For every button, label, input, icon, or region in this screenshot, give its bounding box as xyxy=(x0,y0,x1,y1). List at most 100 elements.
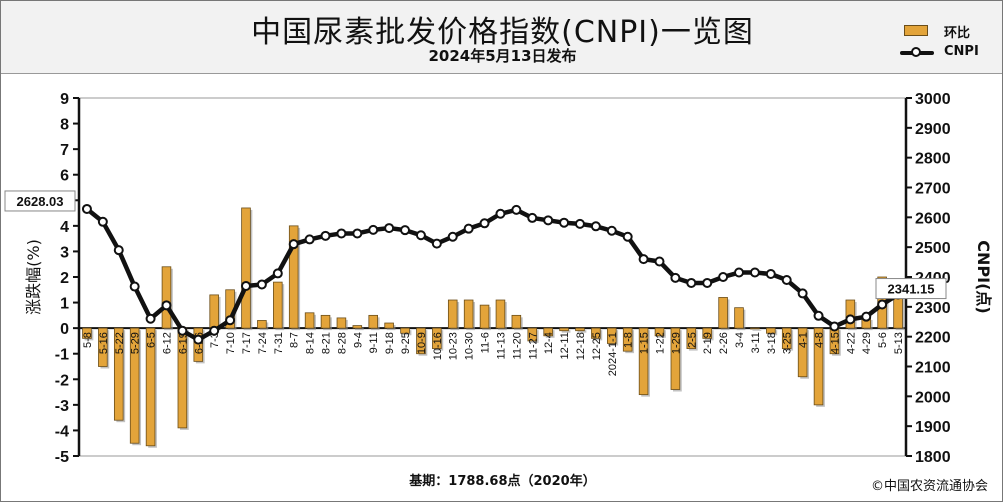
category-label: 3-25 xyxy=(782,332,794,354)
bar xyxy=(845,299,856,329)
category-label: 2-5 xyxy=(686,332,698,348)
cnpi-point xyxy=(225,315,236,326)
bar xyxy=(479,304,490,329)
bar xyxy=(82,327,92,339)
category-label: 5-22 xyxy=(114,332,126,354)
category-label: 1-15 xyxy=(639,332,651,354)
cnpi-point xyxy=(511,204,522,215)
cnpi-point xyxy=(861,311,872,322)
bar xyxy=(559,327,569,332)
cnpi-point xyxy=(495,208,506,219)
category-label: 2024-1-1 xyxy=(607,332,619,376)
category-label: 7-17 xyxy=(241,332,253,354)
cnpi-point xyxy=(240,280,251,291)
category-label: 10-16 xyxy=(432,332,444,360)
bar xyxy=(257,320,267,329)
cnpi-point xyxy=(272,268,283,279)
cnpi-point xyxy=(813,310,824,321)
category-label: 1-8 xyxy=(623,332,635,348)
cnpi-point xyxy=(415,230,426,241)
left-tick-label: 7 xyxy=(60,142,69,159)
bar xyxy=(145,327,156,447)
cnpi-line xyxy=(84,206,901,342)
bar xyxy=(209,294,219,329)
bar xyxy=(320,314,331,329)
cnpi-point xyxy=(638,254,649,265)
category-label: 4-1 xyxy=(798,332,810,348)
bar xyxy=(352,325,363,329)
cnpi-point xyxy=(877,299,888,310)
cnpi-point xyxy=(463,223,474,234)
bar xyxy=(638,327,649,396)
cnpi-point xyxy=(129,281,140,292)
left-tick-label: 4 xyxy=(60,219,69,236)
right-tick-label: 2800 xyxy=(915,151,951,168)
bar xyxy=(527,327,538,342)
category-label: 2-26 xyxy=(718,332,730,354)
category-label: 8-7 xyxy=(289,332,301,348)
cnpi-point xyxy=(749,267,760,278)
category-label: 4-8 xyxy=(814,332,826,348)
right-tick-label: 2000 xyxy=(915,389,951,406)
cnpi-point xyxy=(559,217,570,228)
bar xyxy=(591,327,601,339)
category-label: 4-15 xyxy=(829,332,841,354)
cnpi-point xyxy=(161,300,172,311)
category-label: 10-9 xyxy=(416,332,428,354)
right-tick-label: 2700 xyxy=(915,181,951,198)
cnpi-point xyxy=(797,288,808,299)
cnpi-point xyxy=(765,269,776,280)
category-label: 9-11 xyxy=(368,332,380,353)
cnpi-point xyxy=(384,223,395,234)
cnpi-point xyxy=(177,325,188,336)
legend: 环比 CNPI xyxy=(898,19,990,65)
bar xyxy=(113,327,124,421)
bar xyxy=(750,327,760,330)
bar xyxy=(718,297,728,329)
left-tick-label: 8 xyxy=(60,117,69,134)
bar-shadow xyxy=(354,327,364,331)
bar xyxy=(575,327,585,332)
cnpi-point xyxy=(304,234,315,245)
category-label: 3-4 xyxy=(734,332,746,348)
category-label: 10-30 xyxy=(464,332,476,360)
bar xyxy=(893,294,903,329)
cnpi-point xyxy=(781,274,792,285)
category-label: 8-14 xyxy=(305,332,317,354)
cnpi-point xyxy=(829,321,840,332)
left-tick-label: 3 xyxy=(60,244,69,261)
bar xyxy=(241,207,251,329)
cnpi-point xyxy=(622,231,633,242)
category-label: 1-22 xyxy=(654,332,666,354)
left-tick-label: -2 xyxy=(55,372,69,389)
left-tick-label: -3 xyxy=(55,398,69,415)
category-label: 5-13 xyxy=(893,332,905,354)
right-tick-label: 3000 xyxy=(915,91,951,108)
category-label: 4-22 xyxy=(845,332,857,354)
bar xyxy=(607,327,617,344)
left-axis-title: 涨跌幅(%) xyxy=(24,239,43,315)
chart-subtitle: 2024年5月13日发布 xyxy=(428,47,577,65)
bar xyxy=(797,327,808,378)
left-tick-label: 1 xyxy=(60,296,69,313)
right-tick-label: 1800 xyxy=(915,449,951,466)
chart-plot: -5-4-3-2-1012345678918001900200021002200… xyxy=(4,91,993,466)
left-tick-label: -4 xyxy=(55,423,69,440)
cnpi-point xyxy=(400,225,411,236)
left-tick-label: 2 xyxy=(60,270,69,287)
category-label: 6-12 xyxy=(161,332,173,354)
cnpi-point xyxy=(654,256,665,267)
cnpi-point xyxy=(288,239,299,250)
category-label: 5-6 xyxy=(877,332,889,348)
category-label: 7-10 xyxy=(225,332,237,354)
bar xyxy=(734,307,744,329)
left-tick-label: 6 xyxy=(60,168,69,185)
bar xyxy=(511,314,522,329)
category-label: 11-6 xyxy=(480,332,492,353)
chart-title: 中国尿素批发价格指数(CNPI)一览图 xyxy=(251,15,754,50)
bar xyxy=(622,327,633,352)
bar-shadow xyxy=(752,330,762,331)
cnpi-point xyxy=(543,215,554,226)
cnpi-point xyxy=(113,245,124,256)
bar xyxy=(161,266,172,329)
